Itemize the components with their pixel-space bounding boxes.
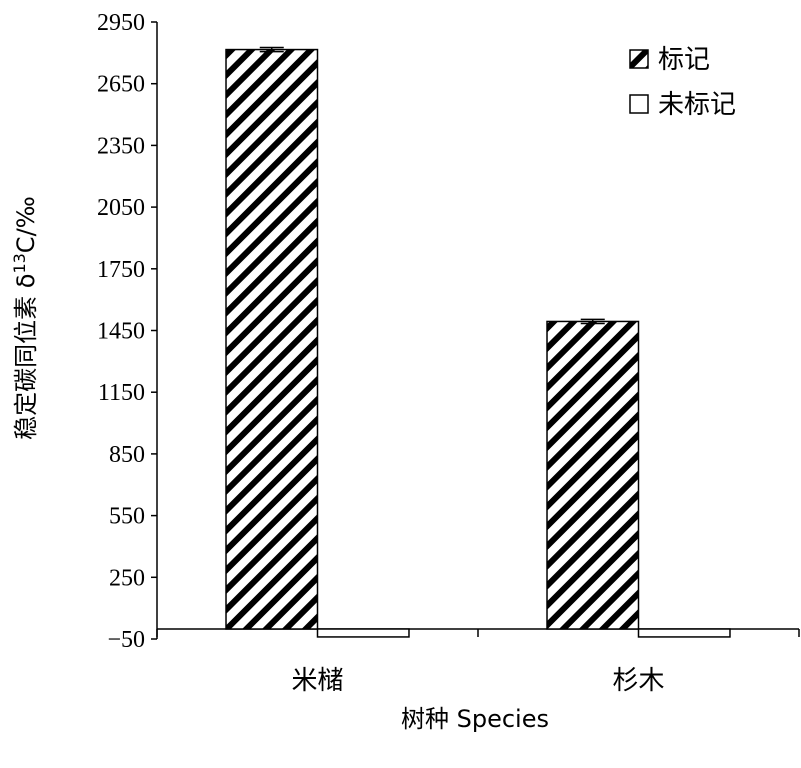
bar-unlabeled-0: [316, 628, 410, 638]
bar-unlabeled-1: [637, 628, 731, 638]
y-axis: −50 250 550 850 1150 1450 1750 2050 2350 2650 2950: [97, 10, 158, 653]
y-axis-title: 稳定碳同位素 δ13C/‰: [10, 196, 40, 440]
y-tick-label: 550: [109, 504, 145, 530]
x-axis-title: 树种 Species: [401, 705, 549, 733]
bar-labeled-1: [546, 320, 640, 630]
legend-swatch-1: [629, 94, 649, 114]
y-tick-label: 1750: [97, 257, 145, 283]
y-tick-label: 850: [109, 442, 145, 468]
legend-swatch-0: [629, 49, 649, 69]
y-tick-label: 250: [109, 565, 145, 591]
y-tick-label: 2650: [97, 72, 145, 98]
category-labels: 米槠 杉木: [291, 666, 664, 696]
category-label: 米槠: [291, 666, 343, 696]
y-tick-label: 1150: [98, 380, 145, 406]
y-tick-label: 2950: [97, 10, 145, 36]
y-tick-label: −50: [107, 627, 145, 653]
y-tick-label: 1450: [97, 319, 145, 345]
y-tick-label: 2050: [97, 195, 145, 221]
bar-labeled-0: [225, 48, 319, 630]
bars: [225, 46, 731, 638]
category-label: 杉木: [612, 666, 664, 696]
legend-label-1: 未标记: [658, 90, 736, 120]
y-tick-label: 2350: [97, 133, 145, 159]
legend-label-0: 标记: [658, 45, 710, 75]
